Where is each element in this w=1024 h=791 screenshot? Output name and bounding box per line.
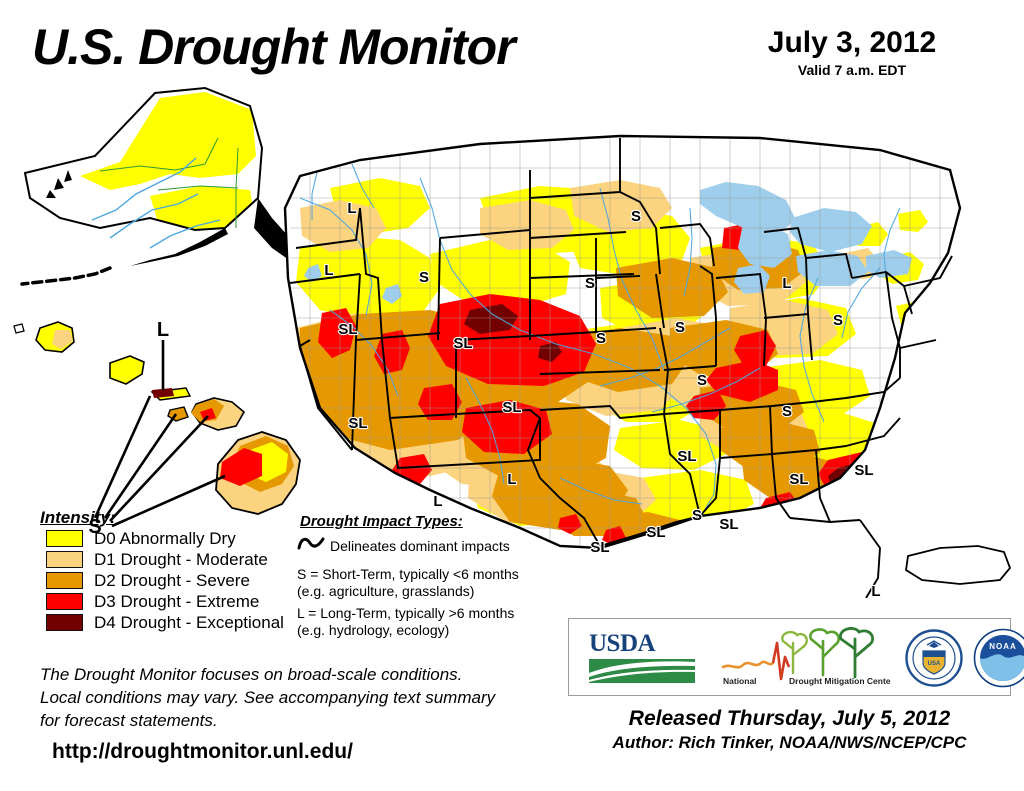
legend-label-d1: D1 Drought - Moderate [94, 549, 268, 569]
disclaimer-text: The Drought Monitor focuses on broad-sca… [40, 663, 495, 732]
legend-label-d4: D4 Drought - Exceptional [94, 612, 284, 632]
map-impact-label-sl-9: SL [453, 335, 472, 352]
disclaimer-line1: The Drought Monitor focuses on broad-sca… [40, 665, 463, 684]
disclaimer-line3: for forecast statements. [40, 711, 218, 730]
impact-short-term-text: S = Short-Term, typically <6 months (e.g… [297, 566, 519, 600]
map-impact-label-sl-2: SL [338, 321, 357, 338]
map-impact-label-s-20: S [833, 312, 843, 329]
page-title: U.S. Drought Monitor [32, 19, 516, 75]
map-impact-label-sl-10: SL [502, 399, 521, 416]
hawaii-inset: L S [13, 318, 301, 539]
map-impact-label-l-4: L [433, 493, 442, 510]
impact-delineates-text: Delineates dominant impacts [330, 538, 510, 554]
hawaii-pointer-lines [93, 395, 226, 528]
impact-long-line2: (e.g. hydrology, ecology) [297, 622, 450, 638]
inset-impact-label-l: L [157, 319, 169, 341]
map-impact-label-s-6: S [585, 275, 595, 292]
map-impact-label-s-8: S [596, 330, 606, 347]
svg-text:NOAA: NOAA [989, 642, 1017, 651]
map-impact-label-l-1: L [324, 262, 333, 279]
legend-label-d0: D0 Abnormally Dry [94, 528, 236, 548]
map-valid-time: Valid 7 a.m. EDT [797, 62, 907, 78]
map-impact-label-sl-14: SL [677, 448, 696, 465]
map-impact-label-l-19: L [782, 275, 791, 292]
drought-map[interactable]: L S [0, 78, 1024, 598]
legend-item-d0: D0 Abnormally Dry [46, 528, 284, 549]
legend-swatch-d1 [46, 551, 83, 568]
alaska-inset [20, 86, 300, 286]
map-impact-label-l-11: L [507, 471, 516, 488]
noaa-logo: NOAA [973, 628, 1024, 688]
map-impact-label-sl-22: SL [789, 471, 808, 488]
rivers [299, 163, 901, 519]
impact-types-title: Drought Impact Types: [300, 513, 463, 530]
svg-text:Drought Mitigation Center: Drought Mitigation Center [789, 676, 891, 686]
conus-map: L L SL SL L S S S S SL SL L S S SL S SL SL SL L S S SL SL L [283, 134, 962, 598]
legend-label-d2: D2 Drought - Severe [94, 570, 250, 590]
map-impact-label-sl-18: SL [719, 516, 738, 533]
map-impact-label-s-15: S [692, 507, 702, 524]
usdc-seal: USA [905, 629, 963, 687]
map-impact-label-s-5: S [419, 269, 429, 286]
legend-item-d2: D2 Drought - Severe [46, 570, 284, 591]
map-impact-label-s-12: S [675, 319, 685, 336]
legend-item-d3: D3 Drought - Extreme [46, 591, 284, 612]
legend-item-d4: D4 Drought - Exceptional [46, 612, 284, 633]
legend-swatch-d2 [46, 572, 83, 589]
svg-text:USDA: USDA [589, 630, 656, 657]
intensity-legend: D0 Abnormally Dry D1 Drought - Moderate D2… [46, 528, 284, 633]
legend-swatch-d4 [46, 614, 83, 631]
map-impact-label-sl-16: SL [590, 539, 609, 556]
svg-text:National: National [723, 676, 757, 686]
author-credit: Author: Rich Tinker, NOAA/NWS/NCEP/CPC [612, 733, 967, 752]
intensity-legend-title: Intensity: [40, 508, 116, 527]
map-impact-label-l-24: L [871, 583, 880, 598]
inset-impact-label-s: S [88, 516, 101, 538]
state-borders [283, 134, 962, 598]
disclaimer-line2: Local conditions may vary. See accompany… [40, 688, 496, 707]
map-impact-label-s-13: S [697, 372, 707, 389]
county-borders [290, 136, 960, 548]
usda-logo: USDA [587, 629, 699, 685]
map-impact-label-sl-3: SL [348, 415, 367, 432]
legend-item-d1: D1 Drought - Moderate [46, 549, 284, 570]
impact-short-line1: S = Short-Term, typically <6 months [297, 566, 519, 582]
impact-long-line1: L = Long-Term, typically >6 months [297, 605, 515, 621]
map-date: July 3, 2012 [767, 26, 937, 59]
website-url[interactable]: http://droughtmonitor.unl.edu/ [52, 740, 353, 763]
legend-swatch-d0 [46, 530, 83, 547]
svg-text:USA: USA [928, 661, 941, 667]
release-date: Released Thursday, July 5, 2012 [628, 707, 951, 730]
puerto-rico-inset [905, 545, 1012, 585]
map-impact-label-l-0: L [347, 200, 356, 217]
ndmc-logo: National Drought Mitigation Center [721, 627, 895, 689]
map-impact-label-sl-17: SL [646, 524, 665, 541]
map-impact-label-s-21: S [782, 403, 792, 420]
map-impact-label-sl-23: SL [854, 462, 873, 479]
impact-type-labels: L L SL SL L S S S S SL SL L S S SL S SL SL SL L S S SL SL L [323, 199, 881, 598]
map-impact-label-s-7: S [631, 208, 641, 225]
impact-long-term-text: L = Long-Term, typically >6 months (e.g.… [297, 605, 514, 639]
logo-bar: USDA [568, 618, 1024, 696]
legend-swatch-d3 [46, 593, 83, 610]
impact-short-line2: (e.g. agriculture, grasslands) [297, 583, 475, 599]
squiggle-icon [297, 535, 325, 558]
legend-label-d3: D3 Drought - Extreme [94, 591, 260, 611]
